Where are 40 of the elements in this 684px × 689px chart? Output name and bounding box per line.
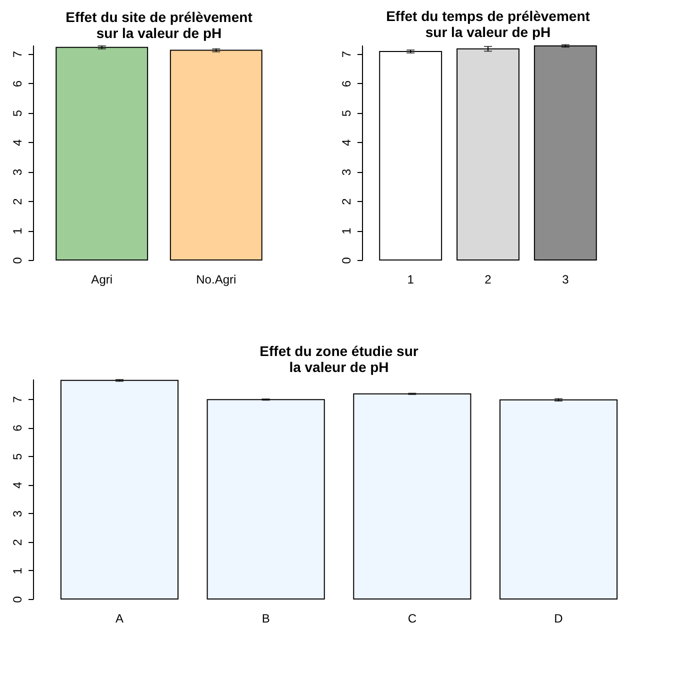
y-tick-label: 6	[10, 424, 24, 432]
x-tick-label: C	[408, 612, 417, 626]
y-tick-label: 3	[10, 510, 24, 518]
y-tick-label: 4	[340, 139, 354, 146]
x-tick-label: 2	[484, 272, 492, 286]
y-tick-label: 2	[10, 538, 24, 546]
y-tick-label: 7	[10, 50, 24, 58]
bar	[499, 399, 618, 600]
y-tick-label: 0	[10, 596, 24, 603]
y-tick-label: 2	[10, 198, 24, 205]
x-tick-label: Agri	[91, 272, 113, 286]
y-tick-label: 6	[340, 80, 354, 88]
bar	[60, 380, 179, 600]
y-tick-label: 2	[340, 198, 354, 205]
x-tick-label: 3	[562, 272, 570, 286]
y-tick-label: 1	[10, 227, 24, 234]
y-tick-label: 0	[10, 256, 24, 264]
y-tick-label: 3	[10, 168, 24, 176]
chart-title: Effet du zone étudie sur la valeur de pH	[260, 343, 419, 375]
chart-title: Effet du site de prélèvement sur la valeur de pH	[66, 9, 253, 41]
x-tick-label: No.Agri	[196, 272, 236, 286]
y-tick-label: 4	[10, 482, 24, 489]
x-tick-label: 1	[407, 272, 414, 286]
y-tick-label: 5	[340, 110, 354, 117]
y-tick-label: 4	[10, 139, 24, 146]
x-tick-label: D	[554, 612, 564, 626]
x-tick-label: A	[115, 612, 124, 626]
y-tick-label: 5	[10, 452, 24, 460]
x-tick-label: B	[262, 612, 270, 626]
y-tick-label: 7	[340, 50, 354, 58]
y-tick-label: 3	[340, 168, 354, 176]
y-tick-label: 6	[10, 80, 24, 88]
chart-title: Effet du temps de prélèvement sur la valeur de pH	[386, 8, 590, 40]
y-tick-label: 0	[340, 256, 354, 264]
bar	[353, 393, 472, 600]
y-tick-label: 7	[10, 396, 24, 403]
bar	[206, 399, 325, 600]
y-tick-label: 5	[10, 110, 24, 117]
y-tick-label: 1	[10, 567, 24, 574]
y-tick-label: 1	[340, 227, 354, 234]
